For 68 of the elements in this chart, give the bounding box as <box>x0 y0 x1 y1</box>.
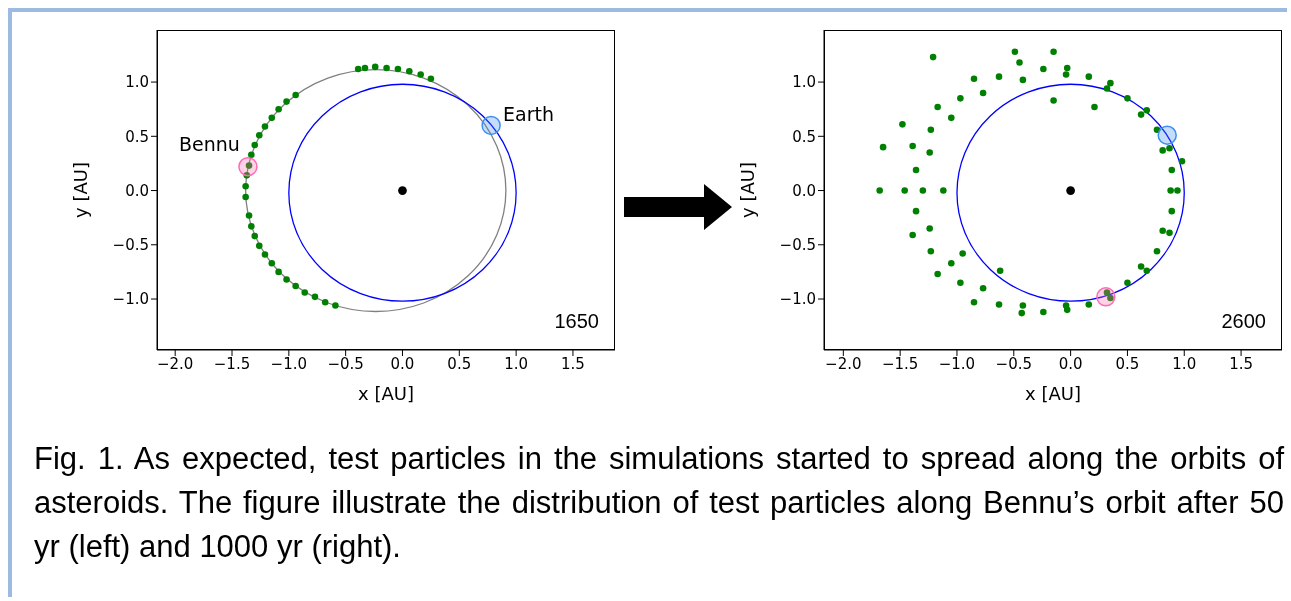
x-tick-label: −0.5 <box>327 354 364 373</box>
point <box>242 182 249 190</box>
point <box>243 172 251 179</box>
point <box>268 114 276 122</box>
point <box>292 91 299 99</box>
point <box>383 64 390 72</box>
point <box>248 223 255 230</box>
point <box>242 193 249 201</box>
point <box>261 251 269 258</box>
point <box>251 232 259 240</box>
point <box>417 71 424 78</box>
y-tick-label: 0.5 <box>125 127 149 146</box>
y-tick-label: 0.0 <box>125 181 149 200</box>
y-tick-label: −1.0 <box>112 290 149 309</box>
point <box>255 242 263 250</box>
x-tick-label: 1.5 <box>561 354 585 373</box>
point <box>283 98 290 105</box>
x-tick-label: 0.5 <box>1115 354 1140 373</box>
x-tick-label: 1.5 <box>1229 354 1254 373</box>
y-tick-label: 1.0 <box>792 73 816 92</box>
y-tick-label: 0.5 <box>792 127 816 146</box>
y-axis-title: y [AU] <box>737 162 759 218</box>
point <box>261 123 269 130</box>
x-tick-label: −0.5 <box>995 354 1033 373</box>
point <box>251 141 259 149</box>
x-tick-label: 1.0 <box>1172 354 1197 373</box>
point <box>406 67 413 75</box>
point <box>283 276 290 283</box>
x-tick-label: −1.5 <box>213 354 251 373</box>
point <box>245 212 253 219</box>
point <box>371 63 379 71</box>
y-tick-label: −0.5 <box>112 236 149 255</box>
x-tick-label: 0.0 <box>390 354 415 373</box>
point <box>427 75 435 83</box>
x-tick-label: −1.0 <box>938 354 976 373</box>
series-label: Bennu <box>179 132 240 155</box>
point <box>255 131 263 139</box>
y-tick-label: −1.0 <box>779 290 816 309</box>
caption: Fig. 1. As expected, test particles in the simulations started to spread along the orbits of asteroids. The figure illustrate the distribution of test particles along Bennu’s orbit after 50 yr (left) and 1000 yr (right). <box>34 440 1284 566</box>
point <box>275 105 282 113</box>
point <box>321 298 329 306</box>
point <box>394 65 402 73</box>
series-label: Earth <box>503 103 555 126</box>
y-axis-title: y [AU] <box>70 162 92 218</box>
y-tick-label: 1.0 <box>125 73 149 92</box>
point <box>398 186 407 195</box>
point <box>361 64 369 72</box>
point <box>275 268 282 276</box>
y-tick-label: 0.0 <box>792 181 816 200</box>
x-tick-label: −2.0 <box>825 354 862 373</box>
point <box>248 151 255 159</box>
x-tick-label: 1.0 <box>504 354 529 373</box>
point <box>268 259 276 267</box>
annotation: 2600 <box>1221 310 1266 333</box>
annotation: 1650 <box>554 310 599 333</box>
point <box>311 293 319 301</box>
x-tick-label: 0.0 <box>1058 354 1083 373</box>
x-axis-title: x [AU] <box>358 383 414 404</box>
x-tick-label: −1.0 <box>270 354 308 373</box>
point <box>354 65 362 73</box>
x-axis-title: x [AU] <box>1025 383 1081 404</box>
x-tick-label: 0.5 <box>447 354 472 373</box>
point <box>301 289 309 296</box>
x-tick-label: −2.0 <box>156 354 194 373</box>
point <box>332 302 339 309</box>
y-tick-label: −0.5 <box>779 236 816 255</box>
x-tick-label: −1.5 <box>881 354 919 373</box>
point <box>292 282 299 290</box>
